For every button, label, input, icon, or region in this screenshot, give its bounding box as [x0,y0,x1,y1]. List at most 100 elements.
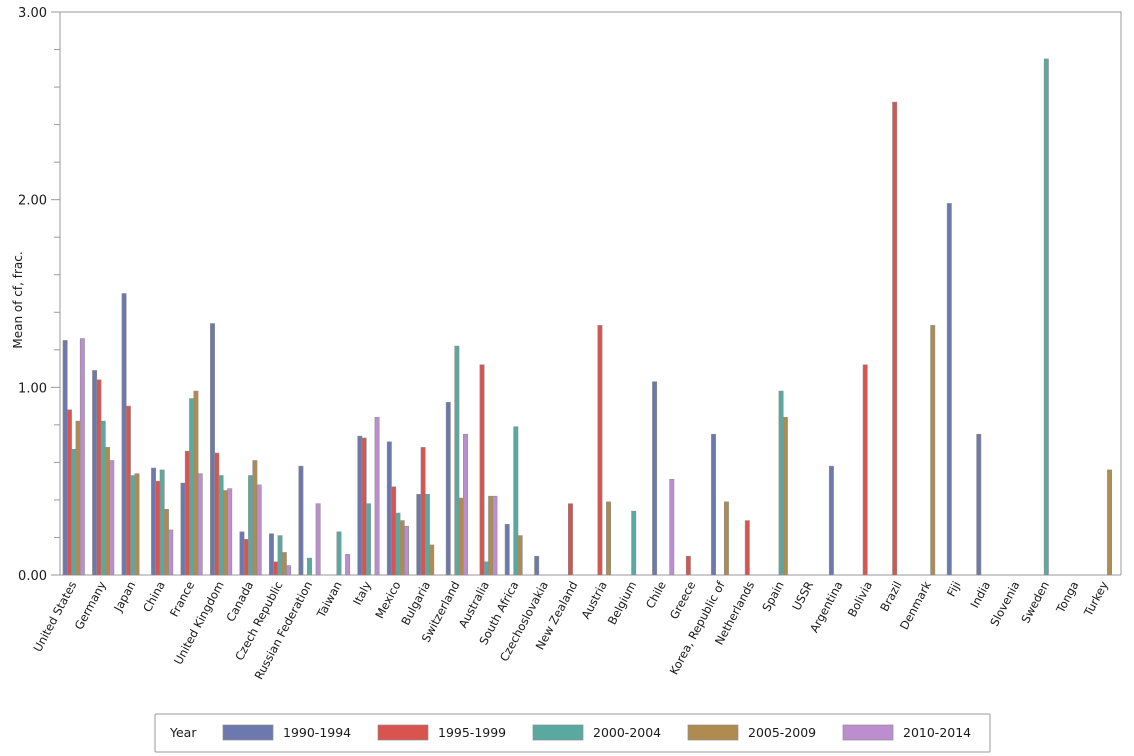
legend-swatch[interactable] [532,724,584,741]
bar [252,460,258,576]
bar [286,565,292,576]
bar [445,402,451,576]
bar [782,417,788,576]
bar [892,101,898,576]
bar [345,554,351,576]
x-tick-label: Belgium [605,579,639,627]
bar [669,478,675,576]
legend-border [154,713,991,753]
legend-label[interactable]: 1990-1994 [283,725,351,740]
plot-frame [59,11,1122,575]
bar [1043,58,1049,576]
x-tick-label: United States [30,579,79,654]
bar [96,379,102,576]
bar [151,467,156,576]
x-tick-label: Taiwan [313,579,344,621]
y-tick-label: 3.00 [18,6,47,21]
bar [222,490,228,576]
bar [458,497,464,576]
bar [504,524,510,576]
bar [184,450,190,576]
legend-label[interactable]: 2010-2014 [903,725,971,740]
bar [597,325,603,576]
bar [366,503,371,576]
bar [976,433,982,576]
bar [218,475,224,576]
x-tick-label: Japan [110,579,138,615]
bar [946,203,952,576]
bar [429,544,435,576]
bar [399,520,405,576]
x-tick-label: Canada [223,579,256,624]
bar [197,473,203,576]
bar [92,370,98,576]
bar [256,484,262,576]
bar [79,338,85,576]
bar [361,437,367,576]
bar [268,533,274,576]
bar [298,465,304,576]
bar [930,325,936,576]
bar [159,469,165,576]
x-tick-label: India [967,579,993,611]
bar [277,535,283,576]
bar [315,503,321,576]
bar [66,409,72,576]
bar [685,555,691,576]
bar [121,293,127,576]
bar [711,433,716,576]
bar [100,420,106,576]
bar [130,475,136,576]
bar [168,529,174,576]
bar [778,390,784,576]
bar [568,503,573,576]
x-tick-label: Chile [643,579,669,611]
legend-title: Year [169,725,197,740]
bar [404,525,409,576]
legend-label[interactable]: 2000-2004 [593,725,661,740]
legend-label[interactable]: 2005-2009 [748,725,816,740]
x-tick-label: Austria [578,579,609,621]
x-tick-label: Greece [667,579,699,622]
bar [239,531,245,576]
bar [391,486,397,576]
bar [125,405,131,576]
bar [134,473,140,576]
legend-swatch[interactable] [222,724,274,741]
legend-swatch[interactable] [842,724,894,741]
x-tick-label: China [140,579,168,615]
legend-swatch[interactable] [377,724,429,741]
y-axis-title: Mean of cf, frac. [11,251,25,348]
bar [420,447,426,576]
bar [248,475,254,576]
bar [243,539,249,576]
legend-label[interactable]: 1995-1999 [438,725,506,740]
bar [652,381,658,576]
x-tick-label: Bolivia [845,579,875,619]
bar [164,509,169,576]
bar [631,510,637,576]
bar [479,364,485,576]
bar [307,557,312,576]
bar [454,345,460,576]
legend-swatch[interactable] [687,724,739,741]
bar [386,441,392,576]
bar [862,364,868,576]
bar [210,323,215,576]
x-tick-label: Tonga [1053,579,1082,616]
x-tick-label: Turkey [1081,579,1111,620]
bar [517,535,523,576]
bar [416,493,422,576]
bar [109,460,115,576]
bar [744,520,750,576]
y-tick-label: 1.00 [18,381,47,396]
bar [357,435,363,576]
bar [155,480,161,576]
bar [606,501,611,576]
bar [180,482,186,576]
bar [193,390,199,576]
chart-legend: Year 1990-1994 1995-1999 2000-2004 2005-2009… [154,713,991,753]
bar [513,426,519,576]
